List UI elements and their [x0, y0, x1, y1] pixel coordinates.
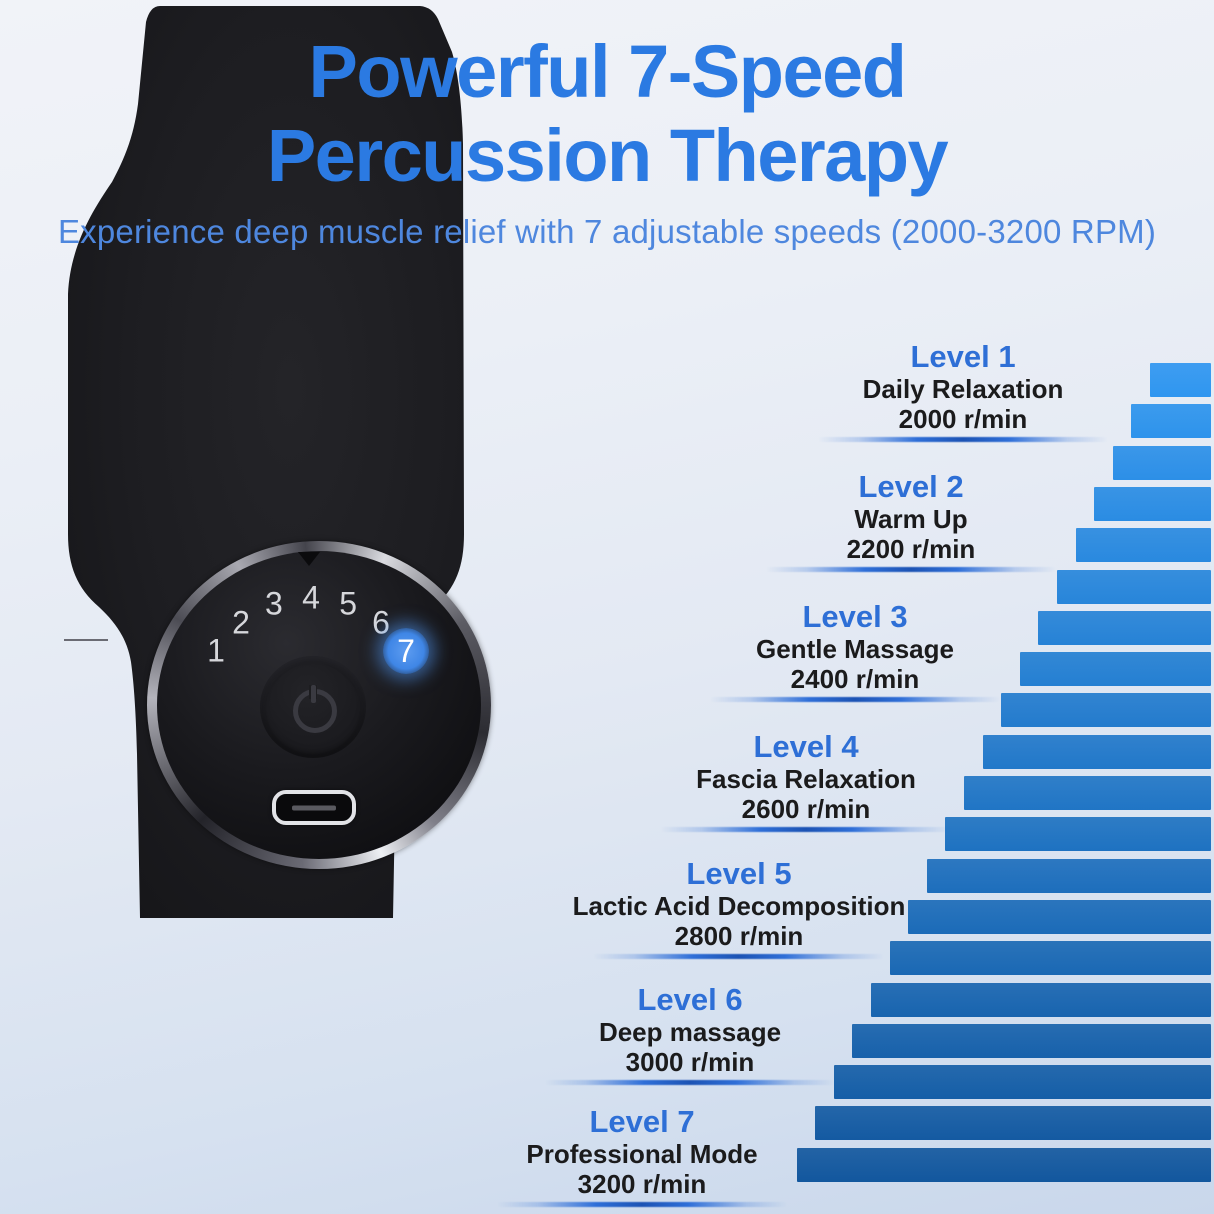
- level-name: Deep massage: [598, 1017, 782, 1047]
- level-divider: [593, 954, 884, 959]
- power-button: [260, 656, 366, 758]
- usb-c-pins: [292, 805, 336, 810]
- level-name: Gentle Massage: [756, 634, 954, 664]
- level-block: Level 7 Professional Mode 3200 r/min: [492, 1105, 792, 1207]
- staircase-step: [1131, 404, 1211, 439]
- staircase-step: [833, 1065, 1211, 1100]
- staircase-step: [1001, 693, 1211, 728]
- page-title-line1: Powerful 7-Speed: [308, 30, 907, 113]
- speed-number: 6: [372, 604, 390, 641]
- level-label: Level 2: [858, 469, 964, 504]
- header: Powerful 7-Speed Percussion Therapy Expe…: [0, 30, 1214, 252]
- level-divider: [661, 827, 951, 832]
- level-label: Level 5: [686, 856, 792, 891]
- speed-number: 2: [232, 604, 250, 641]
- staircase-step: [964, 776, 1211, 810]
- staircase-step: [1019, 652, 1211, 687]
- level-name: Professional Mode: [526, 1139, 758, 1169]
- staircase-step: [1038, 610, 1211, 645]
- page-title: Powerful 7-Speed Percussion Therapy: [0, 30, 1214, 198]
- level-rpm: 2400 r/min: [790, 664, 920, 694]
- staircase-step: [815, 1106, 1211, 1141]
- staircase-step: [1094, 486, 1211, 521]
- staircase-step: [1057, 569, 1211, 604]
- notch-indicator-icon: [298, 552, 320, 566]
- level-divider: [818, 437, 1108, 442]
- speed-number: 4: [302, 579, 320, 616]
- level-rpm: 2600 r/min: [741, 794, 871, 824]
- level-rpm: 2200 r/min: [846, 534, 976, 564]
- level-rpm: 2000 r/min: [898, 404, 1028, 434]
- level-name: Daily Relaxation: [862, 374, 1064, 404]
- staircase-step: [1150, 363, 1211, 397]
- staircase-step: [852, 1023, 1211, 1058]
- staircase-step: [926, 858, 1211, 893]
- level-label: Level 3: [802, 599, 908, 634]
- staircase-step: [982, 734, 1211, 769]
- level-rpm: 2800 r/min: [674, 921, 804, 951]
- level-block: Level 2 Warm Up 2200 r/min: [761, 470, 1061, 572]
- staircase-step: [889, 941, 1211, 976]
- usb-c-port-icon: [272, 790, 356, 825]
- body-seam-line: [64, 639, 108, 641]
- level-divider: [497, 1202, 787, 1207]
- power-icon: [291, 685, 337, 733]
- active-speed-indicator: 7: [383, 627, 429, 674]
- level-block: Level 1 Daily Relaxation 2000 r/min: [813, 340, 1113, 442]
- level-name: Fascia Relaxation: [696, 764, 916, 794]
- level-label: Level 7: [589, 1104, 695, 1139]
- speed-number: 1: [207, 632, 225, 669]
- staircase-step: [945, 817, 1211, 852]
- staircase-step: [908, 899, 1211, 934]
- speed-number: 5: [339, 585, 357, 622]
- page-title-line2: Percussion Therapy: [266, 114, 949, 197]
- level-rpm: 3000 r/min: [625, 1047, 755, 1077]
- level-block: Level 3 Gentle Massage 2400 r/min: [705, 600, 1005, 702]
- speed-number: 3: [264, 585, 283, 622]
- level-divider: [766, 567, 1056, 572]
- staircase-step: [1075, 528, 1211, 563]
- staircase-step: [1112, 445, 1211, 480]
- level-block: Level 4 Fascia Relaxation 2600 r/min: [656, 730, 956, 832]
- staircase-step: [871, 982, 1211, 1017]
- level-rpm: 3200 r/min: [577, 1169, 707, 1199]
- level-name: Lactic Acid Decomposition: [572, 891, 906, 921]
- level-block: Level 6 Deep massage 3000 r/min: [540, 983, 840, 1085]
- level-label: Level 6: [637, 982, 743, 1017]
- level-block: Level 5 Lactic Acid Decomposition 2800 r/m…: [572, 856, 906, 959]
- level-label: Level 1: [910, 339, 1016, 374]
- staircase-step: [796, 1147, 1211, 1182]
- level-divider: [545, 1080, 835, 1085]
- level-name: Warm Up: [854, 504, 968, 534]
- level-label: Level 4: [753, 729, 859, 764]
- page-subtitle: Experience deep muscle relief with 7 adj…: [57, 213, 1157, 250]
- level-divider: [710, 697, 1000, 702]
